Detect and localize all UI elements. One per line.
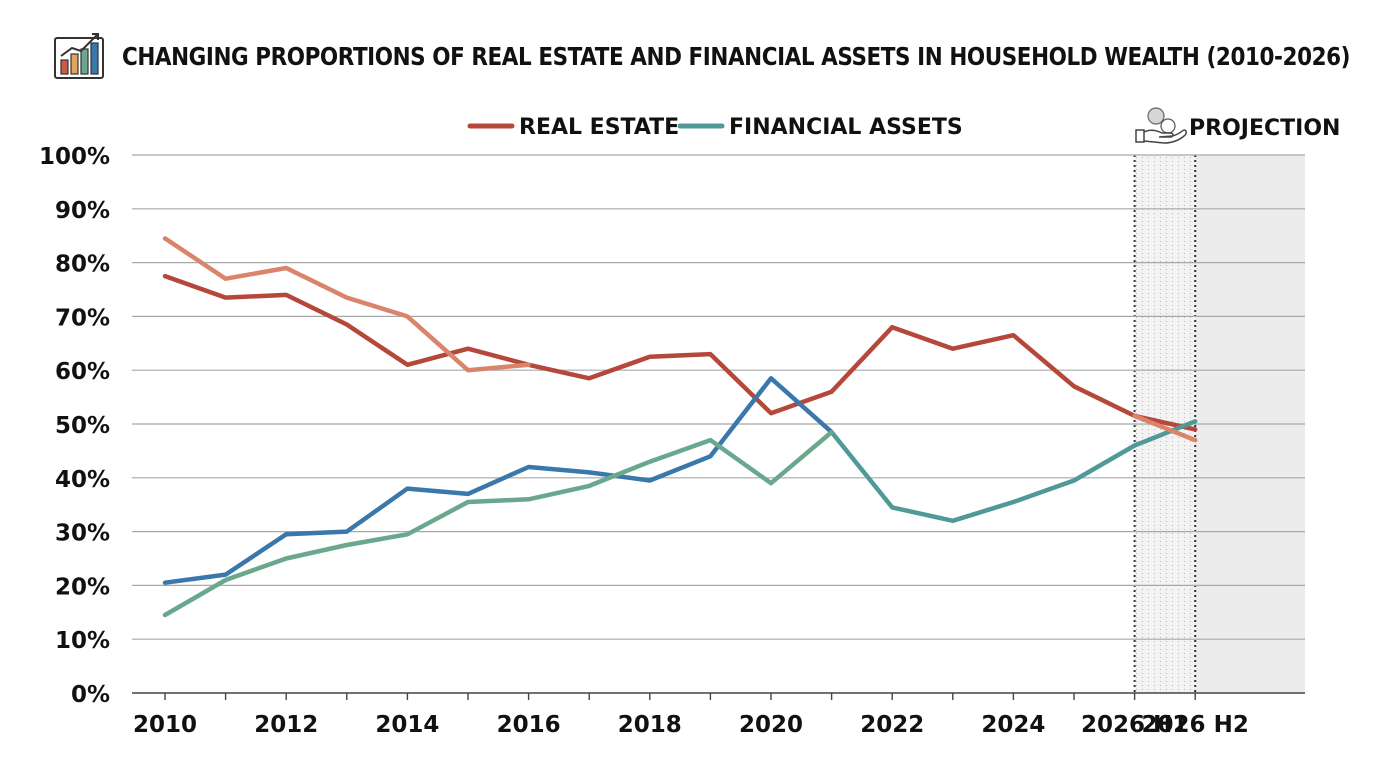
legend-label: FINANCIAL ASSETS (729, 115, 963, 140)
series-line-5 (162, 429, 834, 618)
x-tick-label: 2018 (618, 712, 682, 738)
x-tick-label: 2022 (860, 712, 924, 738)
y-axis-ticks: 0% 10% 20% 30% 40% 50% 60% 70% 80% 90% 100% (39, 144, 110, 708)
y-tick-label: 100% (39, 144, 110, 170)
x-tick-label: 2026 H2 (1142, 712, 1249, 738)
y-tick-label: 70% (55, 305, 110, 331)
series-line-3 (162, 236, 531, 373)
x-tick-label: 2026 H1 (1081, 712, 1188, 738)
x-tick-label: 2020 (739, 712, 803, 738)
y-tick-label: 10% (55, 628, 110, 654)
x-axis-ticks: 2010 2012 2014 2016 2018 2020 2022 2024 2026 H12… (133, 693, 1249, 738)
y-tick-label: 0% (71, 682, 110, 708)
legend-label: REAL ESTATE (519, 115, 679, 140)
legend: REAL ESTATE FINANCIAL ASSETS (467, 115, 963, 140)
y-tick-label: 80% (55, 252, 110, 278)
x-tick-label: 2010 (133, 712, 197, 738)
y-tick-label: 90% (55, 198, 110, 224)
y-tick-label: 30% (55, 521, 110, 547)
series-line-1 (162, 273, 1198, 432)
chart-title: CHANGING PROPORTIONS OF REAL ESTATE AND … (122, 41, 1351, 71)
x-tick-label: 2012 (254, 712, 318, 738)
y-tick-label: 50% (55, 413, 110, 439)
y-tick-label: 20% (55, 574, 110, 600)
y-tick-label: 60% (55, 359, 110, 385)
title-row: CHANGING PROPORTIONS OF REAL ESTATE AND … (52, 30, 1376, 82)
bar-chart-trend-icon (54, 33, 104, 79)
x-tick-label: 2014 (375, 712, 439, 738)
x-tick-label: 2016 (497, 712, 561, 738)
series-lines (162, 236, 1198, 618)
projection-label-group: PROJECTION (1135, 107, 1340, 144)
series-line-2 (829, 419, 1198, 524)
series-line-3 (1132, 413, 1198, 443)
x-tick-label: 2024 (981, 712, 1045, 738)
y-tick-label: 40% (55, 467, 110, 493)
grid-lines (132, 154, 1305, 694)
projection-label: PROJECTION (1189, 116, 1340, 141)
hand-with-coins-icon (1135, 107, 1187, 144)
series-line-4 (162, 376, 834, 585)
